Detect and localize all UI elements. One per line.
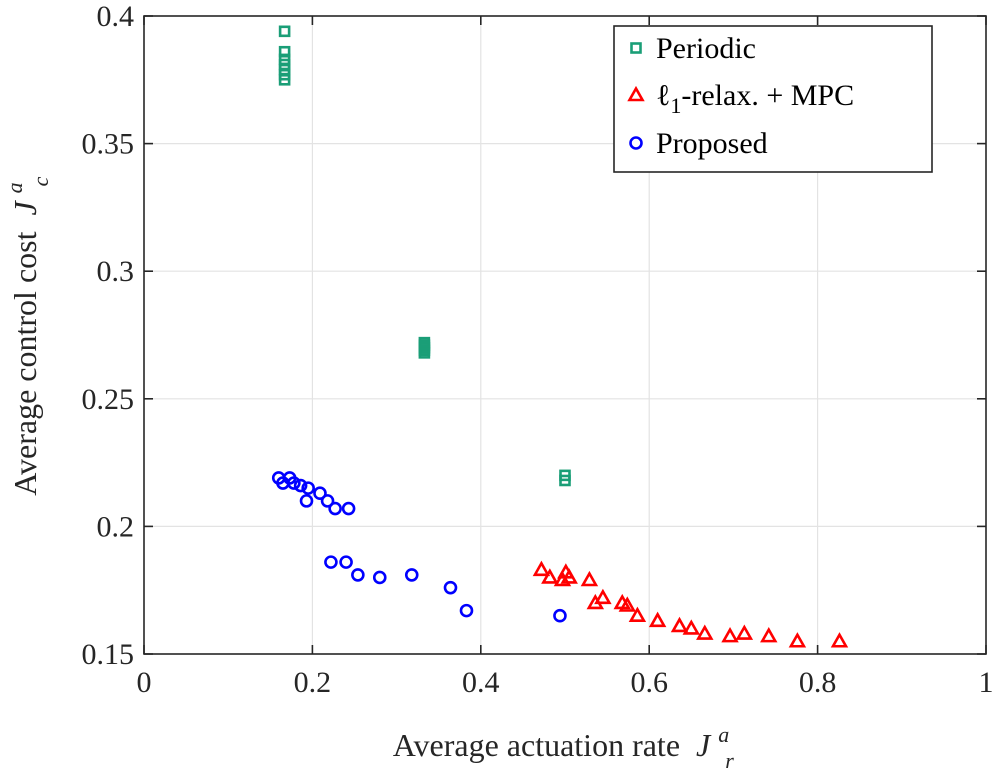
circle-point: [404, 568, 419, 582]
circle-point: [324, 555, 338, 569]
circle-point: [328, 501, 342, 516]
x-axis-title-symbol: J: [696, 727, 712, 763]
circle-point: [313, 486, 327, 501]
legend-marker-square: [630, 42, 642, 54]
y-tick-label: 0.3: [97, 255, 135, 288]
x-tick-label: 1: [979, 666, 994, 699]
circle-point: [372, 570, 387, 585]
legend-entries: Periodic ℓ1-relax. + MPC Proposed: [627, 32, 854, 160]
y-axis-title-text: Average control cost: [7, 231, 43, 495]
x-axis-title-sub: r: [725, 748, 734, 768]
x-tick-label: 0.8: [799, 666, 837, 699]
legend-label-main: ℓ: [656, 79, 670, 112]
circle-point: [301, 481, 315, 495]
legend-label-main: Periodic: [656, 32, 756, 65]
circle-point: [443, 580, 458, 595]
circle-point: [287, 476, 301, 490]
triangle-point: [594, 588, 612, 605]
circle-point: [293, 478, 308, 493]
x-axis-title-sup: a: [718, 722, 729, 747]
triangle-point: [532, 560, 551, 577]
legend-label: Periodic: [656, 32, 756, 65]
triangle-point: [670, 616, 689, 633]
triangle-point: [618, 596, 637, 612]
legend-label-main: Proposed: [656, 127, 768, 160]
triangle-point: [648, 611, 667, 628]
square-point: [418, 347, 431, 359]
circle-point: [339, 555, 353, 569]
legend-marker-circle: [629, 136, 643, 150]
x-axis-title: Average actuation rate J a r: [393, 713, 737, 768]
circle-point: [320, 494, 335, 508]
circle-point: [299, 494, 314, 508]
triangle-point: [760, 626, 778, 643]
series-square: [278, 25, 571, 487]
plot-frame: [143, 15, 987, 655]
triangle-point: [788, 632, 807, 648]
y-axis-title: Average control cost J a c: [0, 174, 53, 495]
legend-box: [613, 25, 933, 173]
square-point: [278, 74, 291, 86]
x-axis-title-text: Average actuation rate: [393, 727, 680, 763]
triangle-point: [560, 568, 578, 584]
triangle-point: [628, 606, 647, 623]
data-series: [271, 25, 849, 648]
square-point: [278, 45, 291, 58]
legend: Periodic ℓ1-relax. + MPC Proposed: [613, 25, 933, 173]
circle-point: [341, 501, 356, 516]
series-triangle: [532, 560, 849, 648]
legend-marker-triangle: [627, 85, 645, 102]
circle-point: [553, 608, 567, 623]
series-circle: [271, 471, 567, 623]
y-tick-label: 0.2: [97, 510, 135, 543]
square-point: [278, 25, 291, 38]
y-tick-label: 0.35: [82, 128, 135, 161]
triangle-point: [735, 624, 754, 640]
triangle-point: [541, 568, 559, 584]
circle-point: [351, 568, 365, 582]
legend-label: ℓ1-relax. + MPC: [656, 79, 854, 118]
y-tick-label: 0.25: [82, 383, 135, 416]
x-tick-label: 0.4: [462, 666, 500, 699]
triangle-point: [830, 632, 849, 648]
y-tick-label: 0.4: [97, 0, 135, 33]
triangle-point: [721, 626, 739, 643]
axis-ticks: 0 0.2 0.4 0.6 0.8 1 0.15 0.2 0.25 0.3 0.35 0.4: [82, 0, 994, 699]
y-axis-title-sup: a: [2, 182, 27, 193]
legend-label-tail: -relax. + MPC: [681, 79, 854, 112]
y-axis-title-symbol: J: [7, 200, 43, 216]
x-tick-label: 0: [137, 666, 152, 699]
legend-label-sub: 1: [670, 93, 681, 118]
y-axis-title-sub: c: [28, 176, 53, 186]
y-tick-label: 0.15: [82, 638, 135, 671]
legend-label: Proposed: [656, 127, 768, 160]
triangle-point: [682, 619, 701, 635]
x-tick-label: 0.2: [294, 666, 332, 699]
circle-point: [459, 603, 474, 618]
square-point: [559, 474, 571, 487]
x-tick-label: 0.6: [630, 666, 668, 699]
triangle-point: [580, 570, 599, 587]
triangle-point: [696, 624, 714, 640]
